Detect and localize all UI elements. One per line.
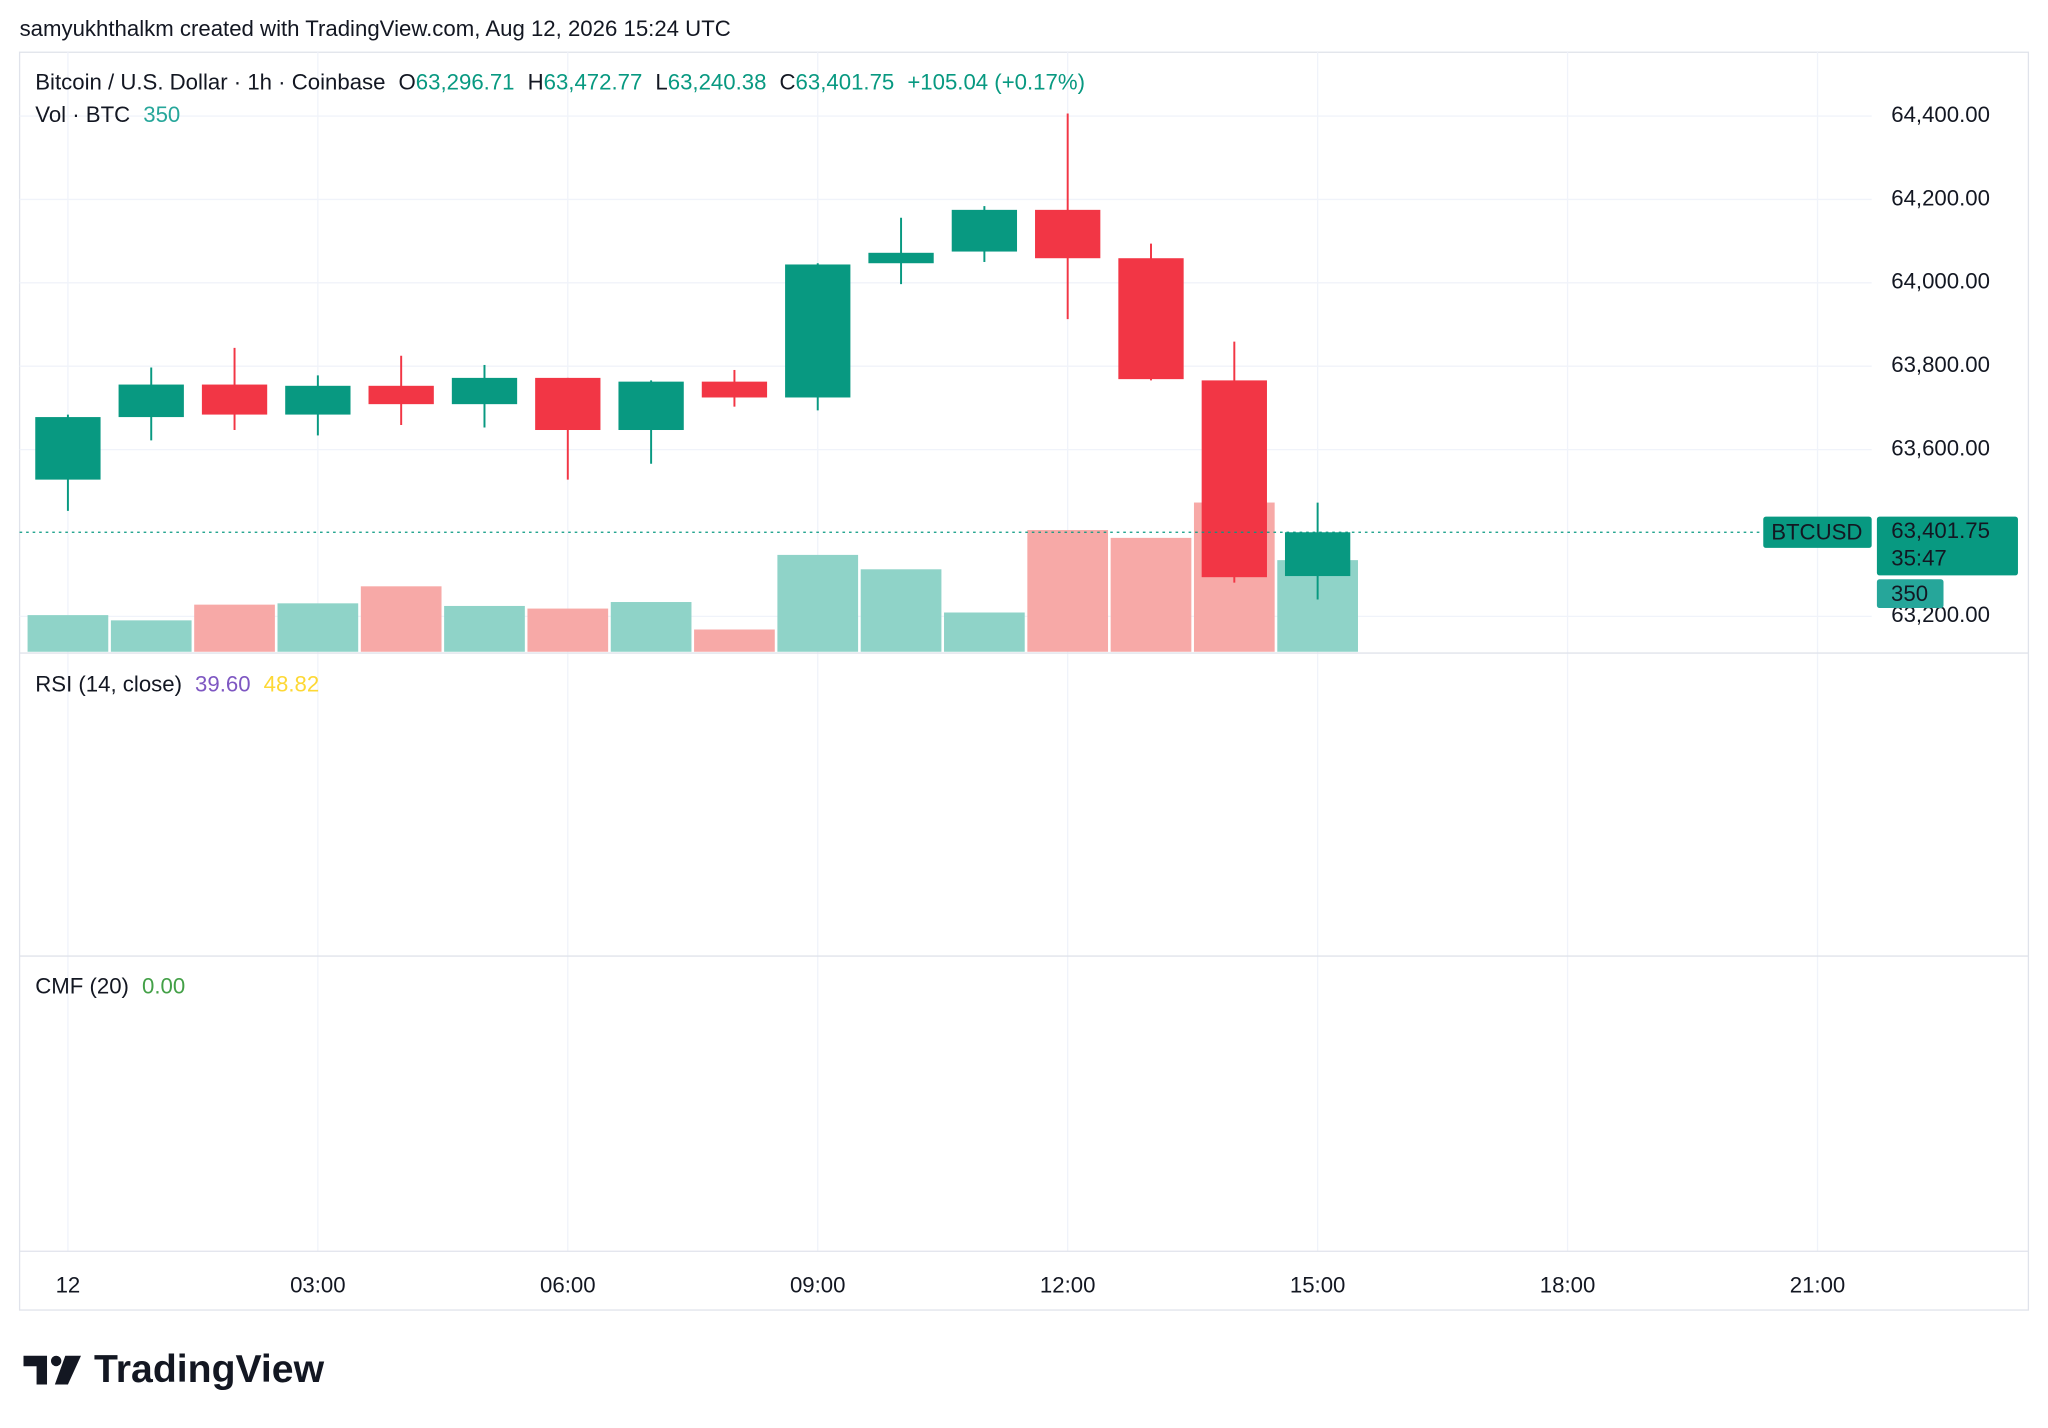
volume-legend: Vol · BTC 350: [35, 102, 180, 127]
x-tick-label: 06:00: [540, 1272, 596, 1297]
volume-tag-label: 350: [1891, 581, 1928, 606]
logo-text: TradingView: [94, 1348, 325, 1391]
volume-bar: [194, 604, 275, 652]
logo-mark: [54, 1355, 81, 1385]
y-tick-label: 64,200.00: [1891, 185, 1990, 210]
volume-tag: [1876, 579, 1944, 609]
ohlc-value: 63,296.71: [416, 69, 515, 94]
rsi-title: RSI (14, close): [35, 672, 182, 697]
candle-body: [1284, 532, 1351, 577]
cmf-legend: CMF (20) 0.00: [35, 973, 185, 998]
ohlc-prefix: C: [780, 69, 796, 94]
price-tag: [1876, 516, 2018, 576]
candle-body: [1035, 209, 1101, 259]
x-tick-label: 18:00: [1540, 1272, 1596, 1297]
x-tick-label: 03:00: [290, 1272, 346, 1297]
candle-body: [701, 381, 768, 398]
candle-body: [951, 209, 1018, 252]
price-legend: Bitcoin / U.S. Dollar · 1h · Coinbase O63…: [35, 69, 1085, 94]
credit: samyukhthalkm created with TradingView.c…: [20, 16, 731, 41]
candle-body: [118, 384, 184, 418]
candle-body: [785, 264, 851, 398]
frame: [18, 51, 2030, 1311]
ohlc-prefix: H: [528, 69, 544, 94]
x-tick-label: 09:00: [790, 1272, 846, 1297]
symbol-tag: [1763, 516, 1872, 548]
x-tick-label: 15:00: [1290, 1272, 1346, 1297]
volume-bar: [360, 586, 442, 652]
candle-body: [451, 377, 518, 405]
y-tick-label: 63,600.00: [1891, 435, 1990, 460]
candle-body: [285, 385, 351, 415]
volume-bar: [527, 608, 609, 652]
cmf-value: 0.00: [142, 973, 185, 998]
candle-body: [1118, 258, 1184, 380]
volume-bar: [444, 605, 525, 652]
rsi-ma-value: 48.82: [264, 672, 320, 697]
rsi-legend: RSI (14, close) 39.60 48.82: [35, 672, 319, 697]
symbol: Bitcoin / U.S. Dollar · 1h · Coinbase: [35, 69, 385, 94]
volume-bar: [1110, 537, 1192, 652]
volume-title: Vol · BTC: [35, 102, 130, 127]
volume-bar: [610, 602, 692, 652]
ohlc-prefix: O: [399, 69, 416, 94]
y-tick-label: 63,800.00: [1891, 352, 1990, 377]
volume-bar: [1027, 530, 1109, 652]
rsi-value: 39.60: [195, 672, 251, 697]
x-tick-label: 12: [56, 1272, 81, 1297]
countdown-label: 35:47: [1891, 546, 1947, 571]
ohlc-prefix: L: [655, 69, 667, 94]
volume-bar: [27, 615, 109, 652]
volume-bar: [277, 603, 359, 652]
ohlc-value: 63,401.75: [796, 69, 895, 94]
candle-body: [535, 377, 601, 431]
price-tag-label: 63,401.75: [1891, 518, 1990, 543]
x-tick-label: 21:00: [1790, 1272, 1846, 1297]
logo-mark: [50, 1355, 62, 1367]
y-tick-label: 64,000.00: [1891, 269, 1990, 294]
symbol-tag-label: BTCUSD: [1771, 519, 1862, 544]
volume-bar: [944, 612, 1025, 652]
volume-bar: [110, 620, 192, 652]
volume-value: 350: [143, 102, 180, 127]
candle-body: [618, 381, 684, 431]
logo-mark: [23, 1355, 48, 1385]
logo: TradingView: [23, 1348, 325, 1391]
y-tick-label: 64,400.00: [1891, 102, 1990, 127]
volume-bar: [777, 554, 859, 652]
change: +105.04 (+0.17%): [907, 69, 1085, 94]
ohlc-value: 63,472.77: [544, 69, 643, 94]
candle-body: [35, 417, 101, 480]
candle-body: [868, 252, 934, 264]
ohlc-value: 63,240.38: [668, 69, 767, 94]
volume-bar: [694, 629, 775, 652]
candle-body: [1201, 380, 1267, 578]
candle-body: [201, 384, 268, 415]
volume-bar: [860, 569, 942, 652]
x-tick-label: 12:00: [1040, 1272, 1096, 1297]
plot-layer: 12 03:00 06:00 09:00 12:00 15:00 18:00 21:00 63,…: [19, 52, 2029, 1297]
cmf-title: CMF (20): [35, 973, 129, 998]
candle-body: [368, 385, 434, 405]
